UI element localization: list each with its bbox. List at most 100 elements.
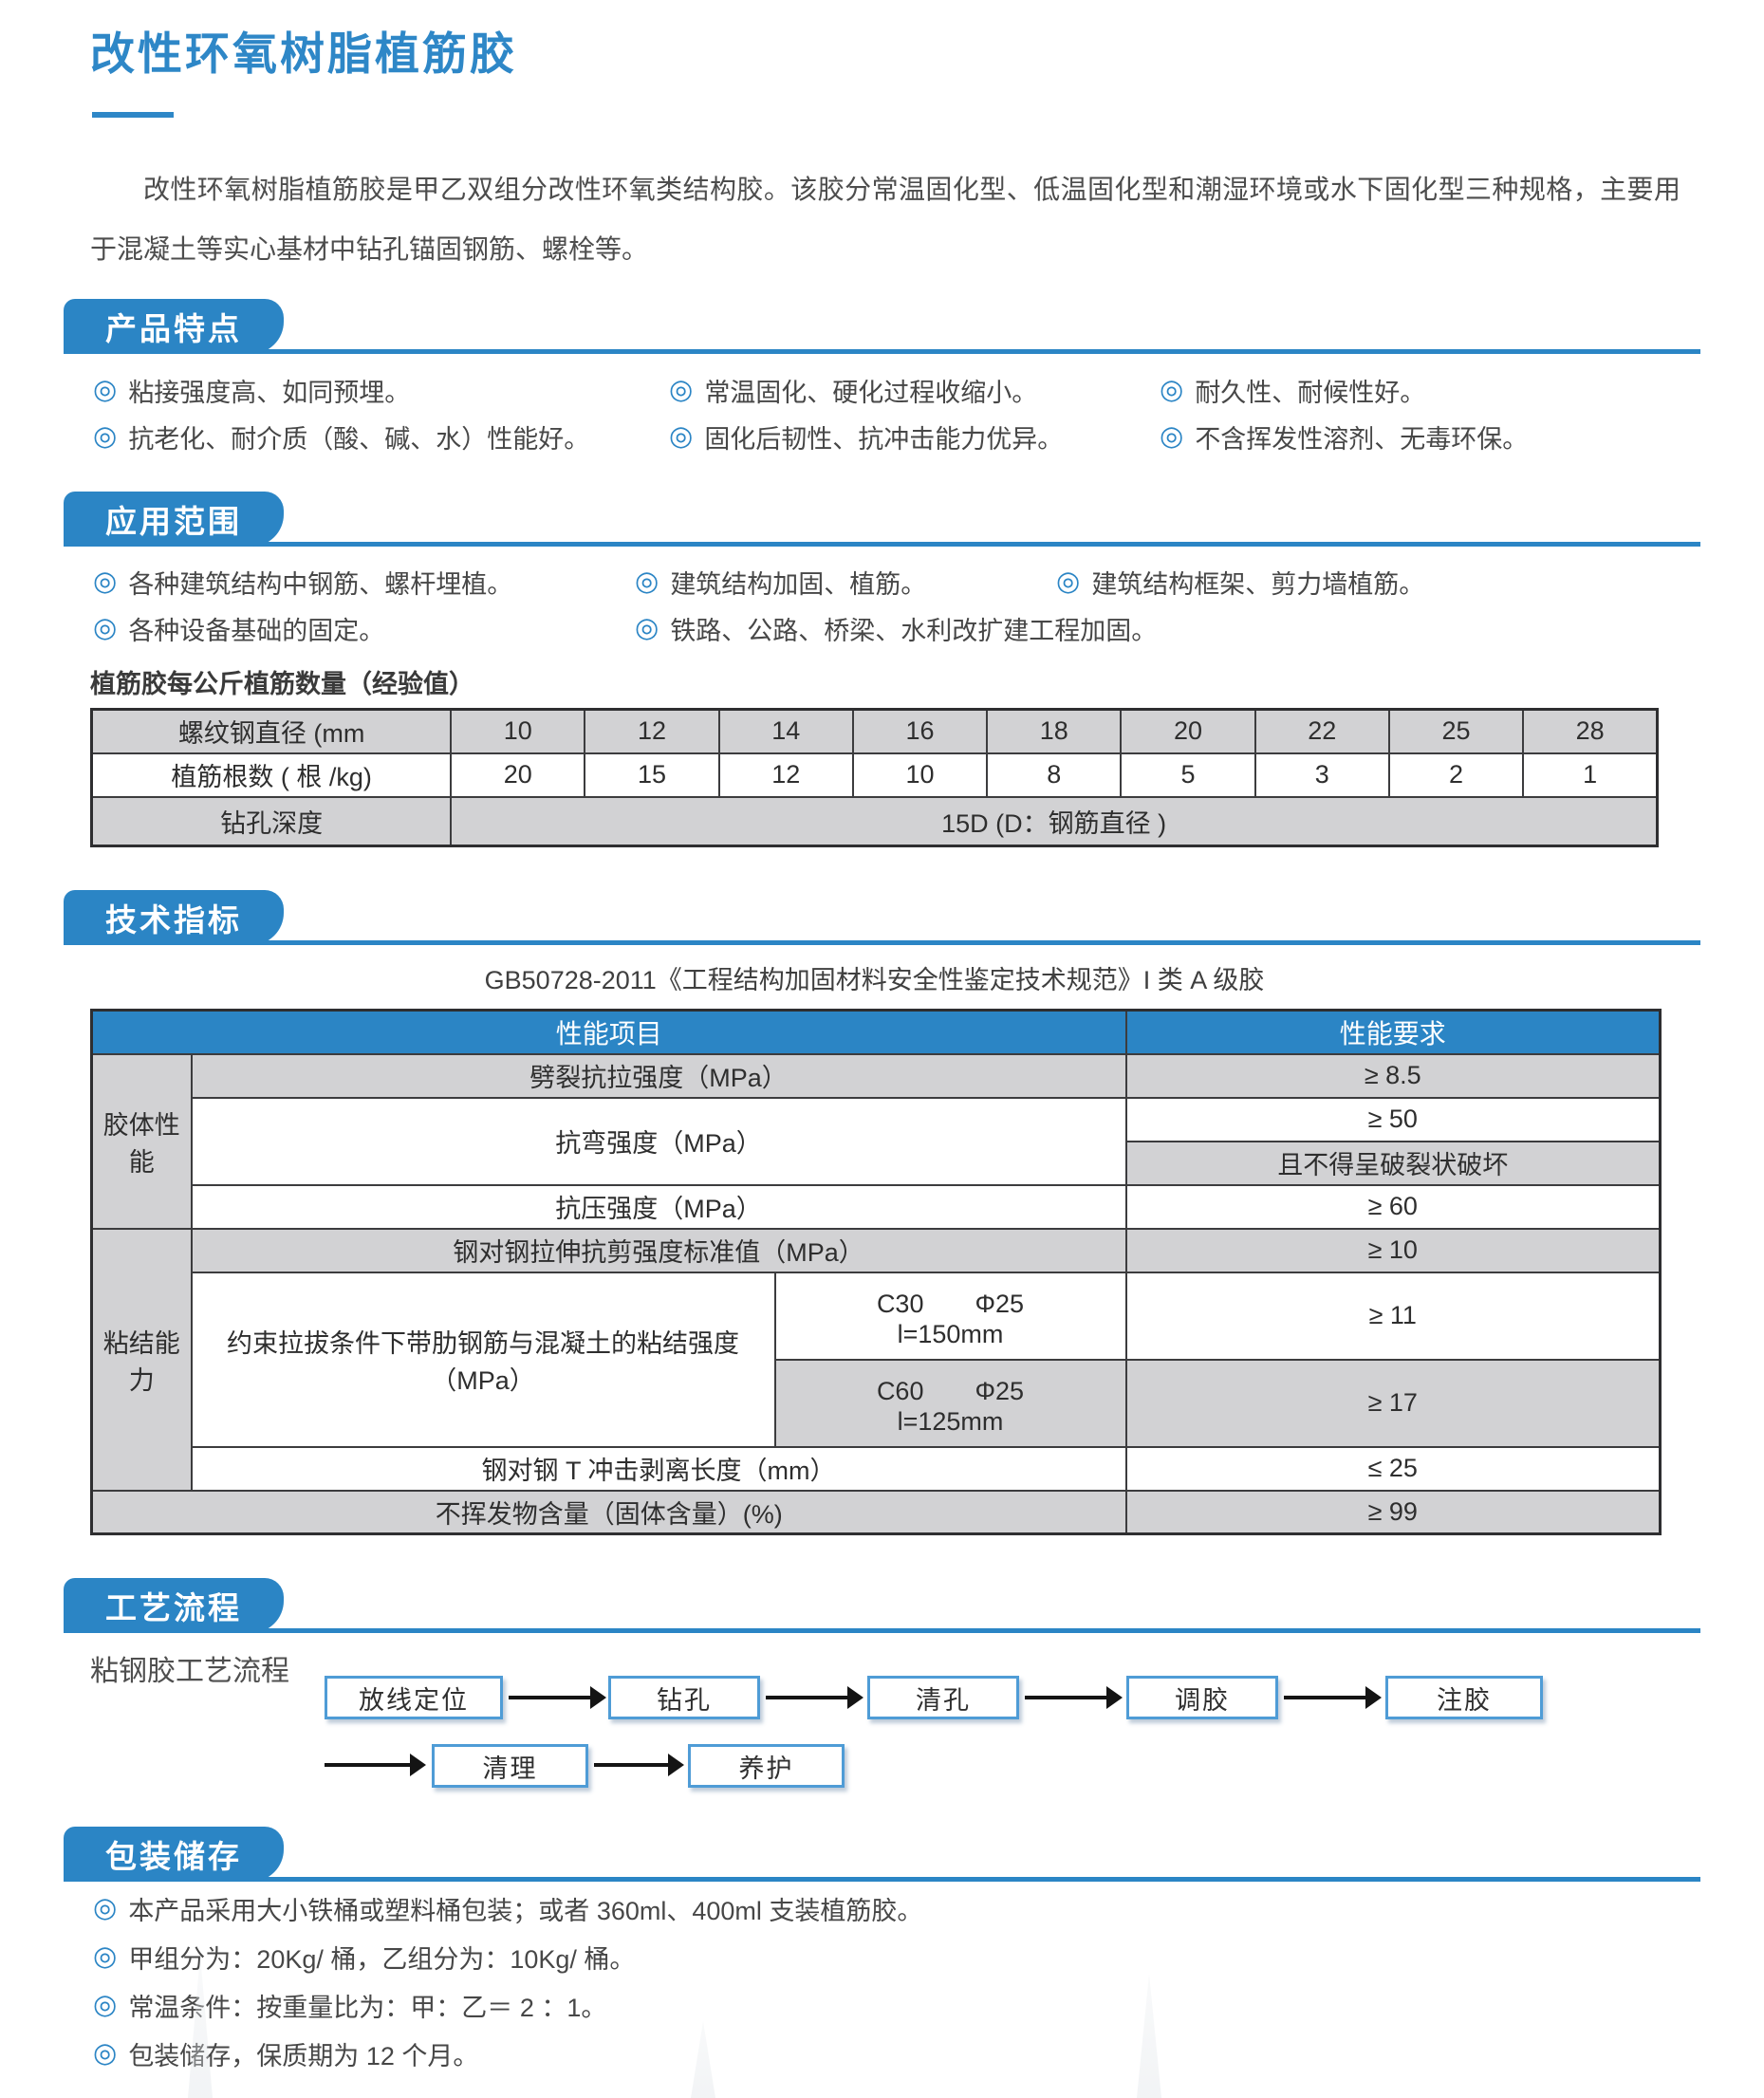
- flow-arrow-icon: [325, 1754, 426, 1776]
- flow-label: 粘钢胶工艺流程: [90, 1656, 289, 1687]
- flow-arrow-icon: [594, 1754, 684, 1776]
- flow-step-mix-glue: 调胶: [1126, 1676, 1278, 1719]
- list-item: ◎ 常温条件：按重量比为：甲：乙＝ 2 ：1。: [93, 1987, 922, 2023]
- diameter-cell: 10: [450, 708, 586, 754]
- bullseye-icon: ◎: [635, 566, 659, 597]
- list-item-text: 本产品采用大小铁桶或塑料桶包装；或者 360ml、400ml 支装植筋胶。: [128, 1896, 923, 1925]
- diameter-cell: 12: [584, 708, 720, 754]
- section-rule: [64, 1628, 1700, 1633]
- column-header-item: 性能项目: [90, 1009, 1127, 1055]
- requirement-cell: 且不得呈破裂状破坏: [1124, 1140, 1662, 1186]
- count-cell: 12: [717, 752, 854, 798]
- bullseye-icon: ◎: [93, 612, 118, 643]
- bullseye-icon: ◎: [93, 420, 118, 452]
- count-cell: 1: [1522, 752, 1659, 798]
- flow-step-layout: 放线定位: [325, 1676, 503, 1719]
- group-cell-glue: 胶体性能: [90, 1052, 193, 1230]
- row-label-count: 植筋根数 ( 根 /kg): [90, 752, 453, 798]
- depth-value-cell: 15D (D：钢筋直径 ): [450, 795, 1659, 847]
- bullseye-icon: ◎: [1056, 566, 1081, 597]
- list-item: ◎ 不含挥发性溶剂、无毒环保。: [1160, 418, 1528, 455]
- property-cell: 抗弯强度（MPa）: [190, 1096, 1127, 1186]
- flow-arrow-icon: [766, 1686, 863, 1709]
- bullseye-icon: ◎: [93, 1940, 118, 1972]
- list-item: ◎ 抗老化、耐介质（酸、碱、水）性能好。: [93, 418, 669, 455]
- group-cell-bond: 粘结能力: [90, 1227, 193, 1492]
- section-rule: [64, 940, 1700, 945]
- flow-arrow-icon: [1284, 1686, 1382, 1709]
- section-rule: [64, 1877, 1700, 1882]
- count-cell: 15: [584, 752, 720, 798]
- section-rule: [64, 349, 1700, 354]
- rebar-count-table: 螺纹钢直径 (mm 10 12 14 16 18 20 22 25 28 植筋根…: [90, 708, 1659, 847]
- count-cell: 5: [1120, 752, 1256, 798]
- list-item-text: 包装储存，保质期为 12 个月。: [128, 2041, 479, 2070]
- list-item: ◎ 固化后韧性、抗冲击能力优异。: [669, 418, 1160, 455]
- list-item: ◎ 本产品采用大小铁桶或塑料桶包装；或者 360ml、400ml 支装植筋胶。: [93, 1890, 922, 1926]
- list-item: ◎ 常温固化、硬化过程收缩小。: [669, 372, 1160, 408]
- bullseye-icon: ◎: [93, 1989, 118, 2020]
- condition-cell: C60 Φ25 l=125mm: [773, 1358, 1127, 1448]
- flow-arrow-icon: [1025, 1686, 1123, 1709]
- count-cell: 8: [986, 752, 1123, 798]
- requirement-cell: ≥ 11: [1124, 1271, 1662, 1361]
- property-cell: 钢对钢拉伸抗剪强度标准值（MPa）: [190, 1227, 1127, 1273]
- bullseye-icon: ◎: [93, 374, 118, 405]
- section-header-storage: 包装储存: [64, 1827, 1700, 1882]
- list-item-text: 甲组分为：20Kg/ 桶，乙组分为：10Kg/ 桶。: [128, 1944, 636, 1974]
- count-cell: 20: [450, 752, 586, 798]
- list-item: ◎ 粘接强度高、如同预埋。: [93, 372, 669, 408]
- section-header-process: 工艺流程: [64, 1578, 1700, 1633]
- requirement-cell: ≥ 50: [1124, 1096, 1662, 1142]
- bullseye-icon: ◎: [1160, 374, 1184, 405]
- property-cell: 劈裂抗拉强度（MPa）: [190, 1052, 1127, 1099]
- list-item: ◎ 铁路、公路、桥梁、水利改扩建工程加固。: [635, 610, 1157, 646]
- list-item: ◎ 建筑结构框架、剪力墙植筋。: [1056, 564, 1424, 600]
- section-badge-applications: 应用范围: [64, 492, 284, 547]
- list-item-text: 建筑结构加固、植筋。: [670, 569, 927, 599]
- list-item: ◎ 各种建筑结构中钢筋、螺杆埋植。: [93, 564, 635, 600]
- bullseye-icon: ◎: [669, 374, 694, 405]
- flow-step-inject-glue: 注胶: [1385, 1676, 1543, 1719]
- property-cell: 抗压强度（MPa）: [190, 1183, 1127, 1230]
- flow-step-clean-hole: 清孔: [867, 1676, 1019, 1719]
- bullseye-icon: ◎: [93, 2037, 118, 2069]
- diameter-cell: 28: [1522, 708, 1659, 754]
- bullseye-icon: ◎: [1160, 420, 1184, 452]
- diameter-cell: 18: [986, 708, 1123, 754]
- list-item-text: 耐久性、耐候性好。: [1195, 378, 1426, 407]
- list-item-text: 常温固化、硬化过程收缩小。: [704, 378, 1038, 407]
- column-header-requirement: 性能要求: [1124, 1009, 1662, 1055]
- property-cell: 钢对钢 T 冲击剥离长度（mm）: [190, 1445, 1127, 1492]
- bullseye-icon: ◎: [635, 612, 659, 643]
- requirement-cell: ≥ 10: [1124, 1227, 1662, 1273]
- title-underline: [92, 112, 174, 118]
- section-header-applications: 应用范围: [64, 492, 1700, 547]
- rebar-table-title: 植筋胶每公斤植筋数量（经验值）: [90, 670, 474, 698]
- intro-paragraph: 改性环氧树脂植筋胶是甲乙双组分改性环氧类结构胶。该胶分常温固化型、低温固化型和潮…: [90, 175, 1680, 264]
- features-list: ◎ 粘接强度高、如同预埋。 ◎ 常温固化、硬化过程收缩小。 ◎ 耐久性、耐候性好。 ◎…: [93, 372, 1528, 455]
- section-badge-features: 产品特点: [64, 299, 284, 354]
- tech-spec-table: 性能项目 性能要求 胶体性能 劈裂抗拉强度（MPa） ≥ 8.5 抗弯强度（MP…: [90, 1009, 1662, 1535]
- property-cell: 不挥发物含量（固体含量）(%): [90, 1489, 1127, 1535]
- diameter-cell: 22: [1253, 708, 1390, 754]
- watermark-sketch: [1137, 1974, 1161, 2098]
- list-item-text: 各种建筑结构中钢筋、螺杆埋植。: [128, 569, 513, 599]
- list-item: ◎ 建筑结构加固、植筋。: [635, 564, 1056, 600]
- flow-step-drill: 钻孔: [608, 1676, 760, 1719]
- bullseye-icon: ◎: [93, 566, 118, 597]
- list-item-text: 固化后韧性、抗冲击能力优异。: [704, 424, 1064, 454]
- section-badge-tech: 技术指标: [64, 890, 284, 945]
- list-item: ◎ 甲组分为：20Kg/ 桶，乙组分为：10Kg/ 桶。: [93, 1939, 922, 1975]
- requirement-cell: ≤ 25: [1124, 1445, 1662, 1492]
- applications-list: ◎ 各种建筑结构中钢筋、螺杆埋植。 ◎ 建筑结构加固、植筋。 ◎ 建筑结构框架、剪力墙…: [93, 564, 1424, 646]
- list-item: ◎ 各种设备基础的固定。: [93, 610, 635, 646]
- section-rule: [64, 542, 1700, 547]
- count-cell: 3: [1253, 752, 1390, 798]
- diameter-cell: 14: [717, 708, 854, 754]
- flow-step-cleanup: 清理: [432, 1744, 588, 1788]
- count-cell: 2: [1387, 752, 1525, 798]
- storage-list: ◎ 本产品采用大小铁桶或塑料桶包装；或者 360ml、400ml 支装植筋胶。 ◎…: [93, 1890, 922, 2071]
- list-item-text: 各种设备基础的固定。: [128, 616, 385, 645]
